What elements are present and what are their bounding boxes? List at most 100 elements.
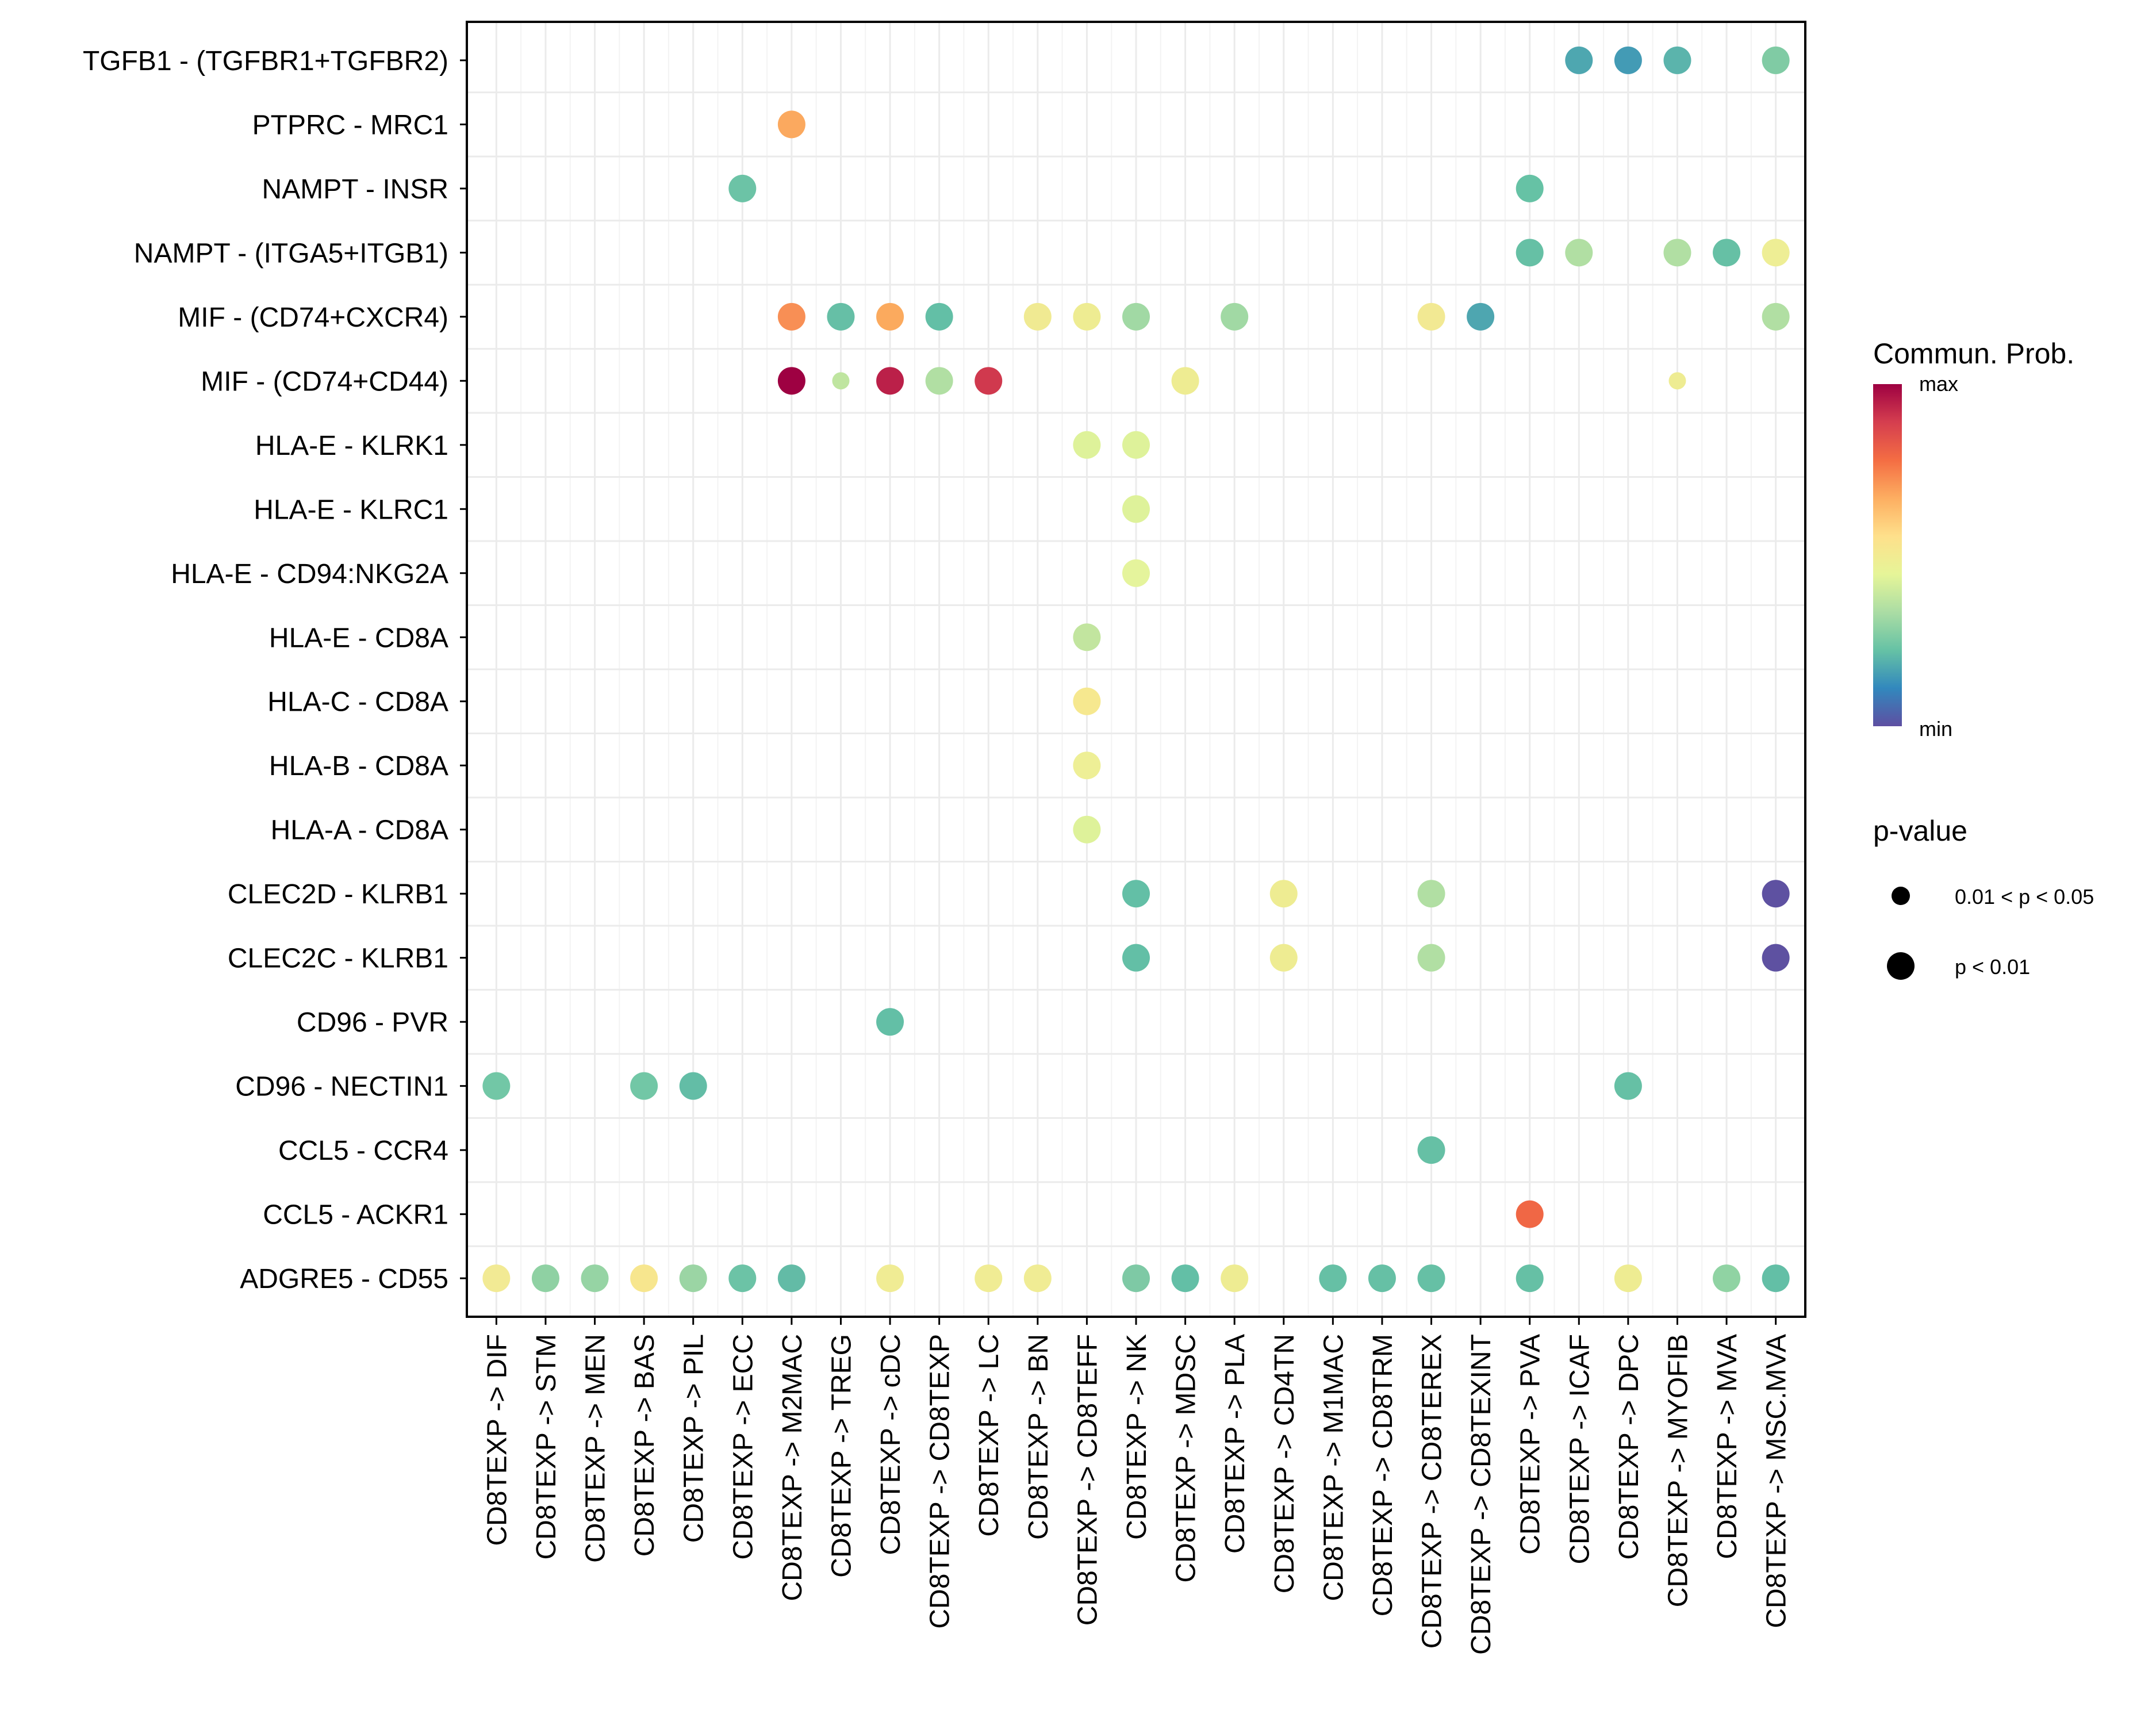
size-legend-key-small — [1892, 887, 1910, 905]
x-tick-label: CD8TEXP -> TREG — [826, 1334, 857, 1578]
data-point — [1762, 239, 1790, 267]
data-point — [1614, 1072, 1642, 1100]
data-point — [876, 302, 904, 331]
data-point — [1073, 752, 1101, 780]
data-point — [1221, 1264, 1249, 1293]
data-point — [1713, 1264, 1741, 1293]
y-tick-label: HLA-B - CD8A — [269, 751, 448, 781]
data-point — [876, 1008, 904, 1036]
x-tick-label: CD8TEXP -> MDSC — [1171, 1334, 1202, 1583]
data-point — [975, 1264, 1003, 1293]
data-point — [1565, 46, 1593, 74]
data-point — [1368, 1264, 1396, 1293]
data-point — [1073, 302, 1101, 331]
x-tick-label: CD8TEXP -> M1MAC — [1318, 1334, 1349, 1601]
y-tick-label: NAMPT - (ITGA5+ITGB1) — [134, 238, 448, 269]
data-point — [1417, 944, 1445, 972]
y-tick-label: CCL5 - CCR4 — [278, 1136, 448, 1166]
x-tick-label: CD8TEXP -> PVA — [1516, 1334, 1546, 1555]
data-point — [1614, 46, 1642, 74]
data-points — [482, 46, 1790, 1293]
data-point — [1516, 239, 1544, 267]
data-point — [1762, 1264, 1790, 1293]
data-point — [1319, 1264, 1347, 1293]
y-tick-label: TGFB1 - (TGFBR1+TGFBR2) — [83, 46, 448, 76]
data-point — [1713, 239, 1741, 267]
data-point — [728, 174, 757, 202]
x-tick-label: CD8TEXP -> ECC — [728, 1334, 758, 1560]
x-tick-label: CD8TEXP -> MSC.MVA — [1762, 1334, 1792, 1628]
data-point — [975, 367, 1003, 395]
data-point — [630, 1264, 658, 1293]
data-point — [1516, 1264, 1544, 1293]
data-point — [1221, 302, 1249, 331]
data-point — [876, 367, 904, 395]
y-tick-label: CCL5 - ACKR1 — [263, 1200, 448, 1230]
data-point — [1023, 1264, 1052, 1293]
colorbar — [1873, 384, 1902, 726]
data-point — [1122, 302, 1150, 331]
x-tick-label: CD8TEXP -> PLA — [1220, 1334, 1250, 1554]
x-tick-label: CD8TEXP -> CD8TEREX — [1417, 1334, 1448, 1649]
data-point — [1073, 687, 1101, 715]
data-point — [1171, 1264, 1199, 1293]
data-point — [777, 1264, 805, 1293]
data-point — [1663, 46, 1691, 74]
x-tick-label: CD8TEXP -> DPC — [1614, 1334, 1644, 1560]
x-tick-label: CD8TEXP -> cDC — [876, 1334, 906, 1555]
x-tick-label: CD8TEXP -> NK — [1122, 1334, 1152, 1540]
data-point — [1417, 1136, 1445, 1164]
data-point — [1762, 302, 1790, 331]
color-legend: Commun. Prob. max min — [1873, 338, 2074, 741]
y-tick-label: CLEC2C - KLRB1 — [228, 944, 448, 974]
y-tick-label: PTPRC - MRC1 — [252, 110, 448, 140]
data-point — [679, 1072, 707, 1100]
y-tick-label: CD96 - NECTIN1 — [235, 1072, 448, 1102]
y-tick-label: HLA-E - KLRC1 — [254, 494, 448, 525]
data-point — [1122, 880, 1150, 908]
data-point — [1668, 372, 1686, 390]
x-tick-label: CD8TEXP -> MVA — [1712, 1334, 1743, 1559]
data-point — [827, 302, 855, 331]
y-tick-label: NAMPT - INSR — [262, 174, 448, 205]
x-tick-label: CD8TEXP -> CD4TN — [1269, 1334, 1300, 1593]
data-point — [1023, 302, 1052, 331]
x-axis: CD8TEXP -> DIF CD8TEXP -> STM CD8TEXP -> M… — [482, 1317, 1792, 1655]
data-point — [1614, 1264, 1642, 1293]
data-point — [1122, 944, 1150, 972]
size-legend: p-value 0.01 < p < 0.05 p < 0.01 — [1873, 815, 2094, 980]
data-point — [1269, 944, 1298, 972]
data-point — [1269, 880, 1298, 908]
data-point — [1565, 239, 1593, 267]
color-legend-title: Commun. Prob. — [1873, 338, 2074, 370]
data-point — [925, 302, 953, 331]
data-point — [1171, 367, 1199, 395]
data-point — [876, 1264, 904, 1293]
data-point — [1516, 1200, 1544, 1228]
data-point — [1516, 174, 1544, 202]
y-axis: TGFB1 - (TGFBR1+TGFBR2) PTPRC - MRC1 NAMPT… — [83, 46, 467, 1294]
x-tick-label: CD8TEXP -> CD8TEXINT — [1466, 1334, 1497, 1655]
x-tick-label: CD8TEXP -> CD8TEFF — [1072, 1334, 1103, 1626]
x-tick-label: CD8TEXP -> M2MAC — [777, 1334, 808, 1601]
data-point — [1417, 1264, 1445, 1293]
data-point — [1122, 495, 1150, 523]
data-point — [1122, 1264, 1150, 1293]
colorbar-max-label: max — [1919, 372, 1958, 396]
x-tick-label: CD8TEXP -> CD8TRM — [1368, 1334, 1398, 1616]
y-tick-label: MIF - (CD74+CXCR4) — [178, 302, 448, 333]
size-legend-key-large — [1887, 952, 1915, 980]
data-point — [1762, 944, 1790, 972]
y-tick-label: ADGRE5 - CD55 — [240, 1264, 448, 1294]
x-tick-label: CD8TEXP -> MEN — [581, 1334, 611, 1563]
y-tick-label: CLEC2D - KLRB1 — [228, 879, 448, 910]
data-point — [1073, 815, 1101, 844]
data-point — [777, 367, 805, 395]
data-point — [1417, 302, 1445, 331]
y-tick-label: HLA-E - CD8A — [269, 623, 448, 653]
x-tick-label: CD8TEXP -> BN — [1023, 1334, 1054, 1540]
x-tick-label: CD8TEXP -> LC — [974, 1334, 1004, 1537]
data-point — [925, 367, 953, 395]
